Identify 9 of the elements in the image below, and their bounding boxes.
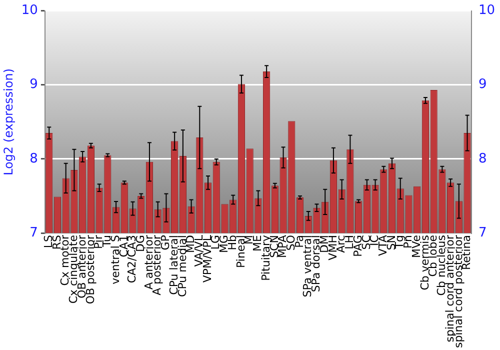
y-tick-label: 9 (30, 77, 38, 92)
y-axis-title: Log2 (expression) (1, 68, 16, 176)
y2-tick-label: 9 (478, 77, 487, 92)
y2-tick-label: 8 (478, 151, 487, 166)
y2-tick-label: 10 (478, 3, 496, 18)
y-tick-label: 8 (30, 151, 38, 166)
y2-tick-label: 7 (478, 225, 487, 240)
y-tick-label: 10 (21, 3, 38, 18)
y-tick-label: 7 (30, 225, 38, 240)
